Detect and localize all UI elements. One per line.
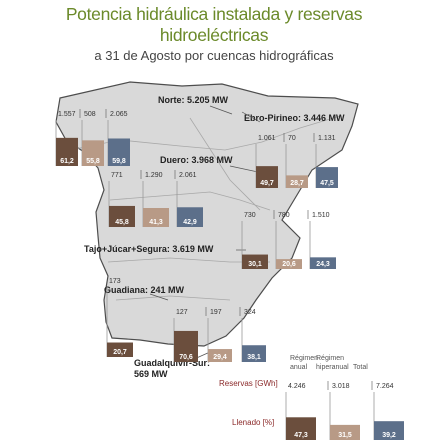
reserve-value-label: 1.557: [58, 111, 76, 118]
reserve-value-label: 730: [244, 212, 256, 219]
bar-group-6: 4.246 47,3 3.018 31,5 7.264 39,2: [285, 381, 404, 440]
reserve-value-label: 197: [210, 309, 222, 316]
reserve-value-label: 771: [111, 172, 123, 179]
legend-hyper-line-2: hiperanual: [316, 364, 349, 371]
fill-value-label: 70,6: [179, 354, 193, 361]
chart-subtitle: a 31 de Agosto por cuencas hidrográficas: [94, 48, 334, 63]
reserve-value-label: 1.290: [145, 172, 163, 179]
fill-value-label: 41,3: [149, 219, 163, 226]
fill-bar: [56, 137, 78, 166]
fill-bar: [177, 207, 203, 227]
fill-value-label: 49,7: [260, 180, 274, 187]
fill-value-label: 30,1: [248, 261, 262, 268]
fill-bar: [286, 175, 308, 188]
legend-annual-line-2: anual: [290, 364, 308, 371]
fill-bar: [286, 417, 316, 440]
reserve-value-label: 4.246: [288, 383, 306, 390]
reserve-value-label: 1.131: [318, 135, 336, 142]
fill-value-label: 47,5: [320, 180, 334, 187]
fill-value-label: 59,8: [112, 158, 126, 165]
bar-group-0: 1.557 61,2 508 55,8 2.065 59,8: [55, 109, 130, 166]
reserve-value-label: 2.065: [110, 111, 128, 118]
legend-fill-label: Llenado [%]: [232, 418, 274, 427]
fill-bar: [276, 259, 302, 269]
basin-label-guadiana: Guadiana: 241 MW: [104, 285, 185, 295]
legend-annual-line-1: Régimen: [290, 355, 318, 362]
fill-value-label: 31,5: [338, 432, 352, 439]
bar-group-5: 127 70,6 197 29,4 324 38,1: [173, 307, 266, 362]
fill-bar: [330, 424, 360, 440]
reserve-value-label: 2.061: [179, 172, 197, 179]
reserve-value-label: 127: [176, 309, 188, 316]
fill-value-label: 45,8: [115, 219, 129, 226]
fill-value-label: 61,2: [60, 158, 74, 165]
bar-group-3: 730 30,1 780 20,6 1.510 24,3: [241, 210, 336, 269]
basin-label-guadalquivir-line-1: Guadalquivir-Sur:: [134, 358, 210, 368]
basin-label-ebro: Ebro-Pirineo: 3.446 MW: [244, 113, 345, 123]
basin-label-duero: Duero: 3.968 MW: [160, 155, 233, 165]
leader-lines: [149, 105, 261, 361]
fill-value-label: 24,3: [316, 261, 330, 268]
fill-value-label: 28,7: [290, 180, 304, 187]
reserve-value-label: 508: [84, 111, 96, 118]
fill-bar: [108, 138, 130, 166]
chart-title-block: Potencia hidráulica instalada y reservas…: [0, 4, 428, 65]
fill-value-label: 55,8: [86, 158, 100, 165]
fill-bar: [208, 349, 232, 362]
reserve-value-label: 173: [109, 278, 121, 285]
fill-bar: [109, 205, 135, 227]
reserve-value-label: 7.264: [376, 383, 394, 390]
fill-value-label: 29,4: [213, 354, 227, 361]
fill-bar: [242, 254, 268, 269]
bar-group-1: 1.061 49,7 70 28,7 1.131 47,5: [255, 133, 338, 188]
bar-group-2: 771 45,8 1.290 41,3 2.061 42,9: [108, 170, 203, 227]
fill-bar: [256, 166, 278, 188]
spain-map-outline: [55, 81, 359, 347]
chart-title-line-1: Potencia hidráulica instalada y reservas: [65, 4, 363, 24]
fill-bar: [310, 257, 336, 269]
fill-bar: [82, 140, 104, 166]
basin-label-guadalquivir-line-2: 569 MW: [134, 369, 168, 379]
fill-bar: [374, 421, 404, 440]
fill-value-label: 20,6: [282, 261, 296, 268]
fill-value-label: 39,2: [382, 432, 396, 439]
fill-bar: [316, 167, 338, 188]
legend-hyper-line-1: Régimen: [316, 355, 344, 362]
reserve-value-label: 1.061: [258, 135, 276, 142]
reserve-value-label: 324: [244, 309, 256, 316]
chart-title-line-2: hidroeléctricas: [159, 25, 269, 45]
reserve-value-label: 3.018: [332, 383, 350, 390]
basin-label-tajo-jucar-segura: Tajo+Júcar+Segura: 3.619 MW: [84, 244, 214, 254]
reserve-value-label: 780: [278, 212, 290, 219]
reserve-value-label: 70: [288, 135, 296, 142]
fill-bar: [107, 342, 133, 357]
legend-reserves-label: Reservas [GWh]: [219, 379, 278, 388]
fill-bar: [174, 330, 198, 362]
bar-groups: 1.557 61,2 508 55,8 2.065 59,8 1.061 49,7 70 28,7…: [55, 109, 404, 440]
legend-total: Total: [353, 364, 368, 371]
fill-bar: [242, 345, 266, 362]
fill-value-label: 47,3: [294, 432, 308, 439]
fill-value-label: 38,1: [247, 354, 261, 361]
fill-value-label: 42,9: [183, 219, 197, 226]
fill-bar: [143, 208, 169, 227]
bar-group-4: 173 20,7: [106, 278, 133, 357]
reserve-value-label: 1.510: [312, 212, 330, 219]
basin-label-norte: Norte: 5.205 MW: [158, 95, 229, 105]
fill-value-label: 20,7: [113, 349, 127, 356]
